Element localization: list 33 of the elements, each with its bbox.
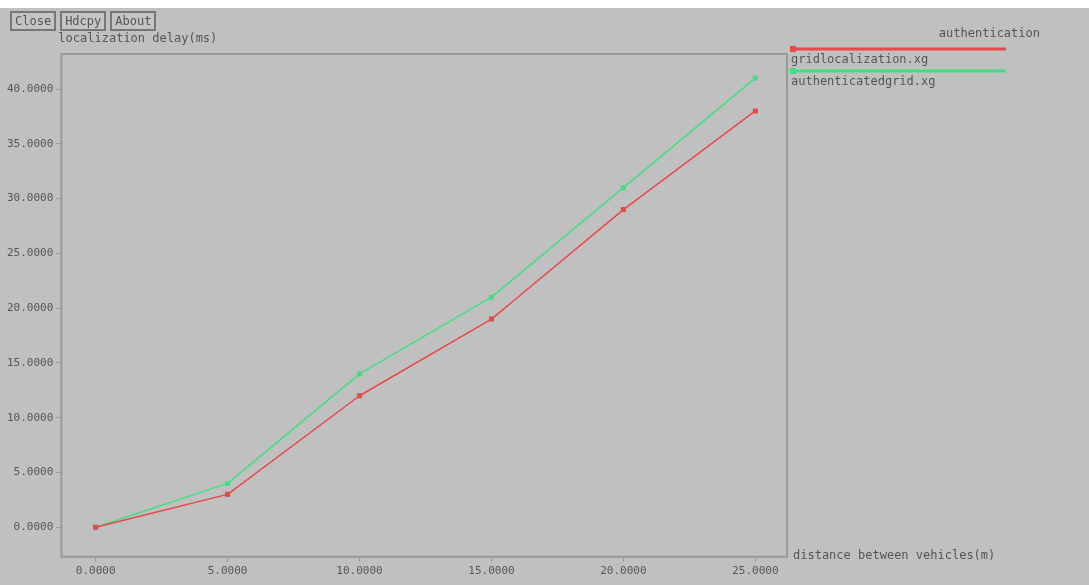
point bbox=[620, 207, 626, 213]
x-tick-label: 20.0000 bbox=[600, 564, 647, 578]
y-tick-label: 25.0000 bbox=[7, 246, 54, 260]
y-tick-label: 10.0000 bbox=[7, 410, 54, 424]
legend-label: gridlocalization.xg bbox=[791, 52, 929, 66]
y-tick-label: 40.0000 bbox=[7, 81, 54, 95]
legend-label: authenticatedgrid.xg bbox=[791, 74, 936, 88]
y-tick-label: 15.0000 bbox=[7, 355, 54, 369]
point bbox=[752, 108, 758, 114]
point bbox=[488, 316, 494, 322]
point bbox=[752, 75, 758, 81]
point bbox=[357, 371, 363, 377]
y-tick-label: 5.0000 bbox=[13, 465, 54, 479]
point bbox=[620, 185, 626, 191]
button[interactable]: Close bbox=[10, 11, 57, 31]
x-tick-label: 10.0000 bbox=[336, 564, 383, 578]
button[interactable]: Hdcpy bbox=[60, 11, 107, 31]
point bbox=[488, 294, 494, 300]
x-tick-label: 0.0000 bbox=[75, 564, 116, 578]
x-tick-label: 15.0000 bbox=[468, 564, 515, 578]
y-tick-label: 20.0000 bbox=[7, 301, 54, 314]
point bbox=[225, 480, 231, 486]
x-axis-title: distance between vehicles(m) bbox=[793, 547, 996, 562]
point bbox=[225, 491, 231, 497]
legend-title: authentication bbox=[938, 26, 1040, 40]
y-tick-label: 30.0000 bbox=[7, 191, 54, 205]
y-axis-title: localization delay(ms) bbox=[58, 31, 218, 45]
x-tick-label: 25.0000 bbox=[732, 564, 779, 578]
button[interactable]: About bbox=[110, 11, 157, 31]
y-tick-label: 0.0000 bbox=[13, 520, 54, 534]
x-tick-label: 5.0000 bbox=[207, 564, 248, 578]
point bbox=[357, 393, 363, 399]
y-tick-label: 35.0000 bbox=[7, 136, 54, 150]
